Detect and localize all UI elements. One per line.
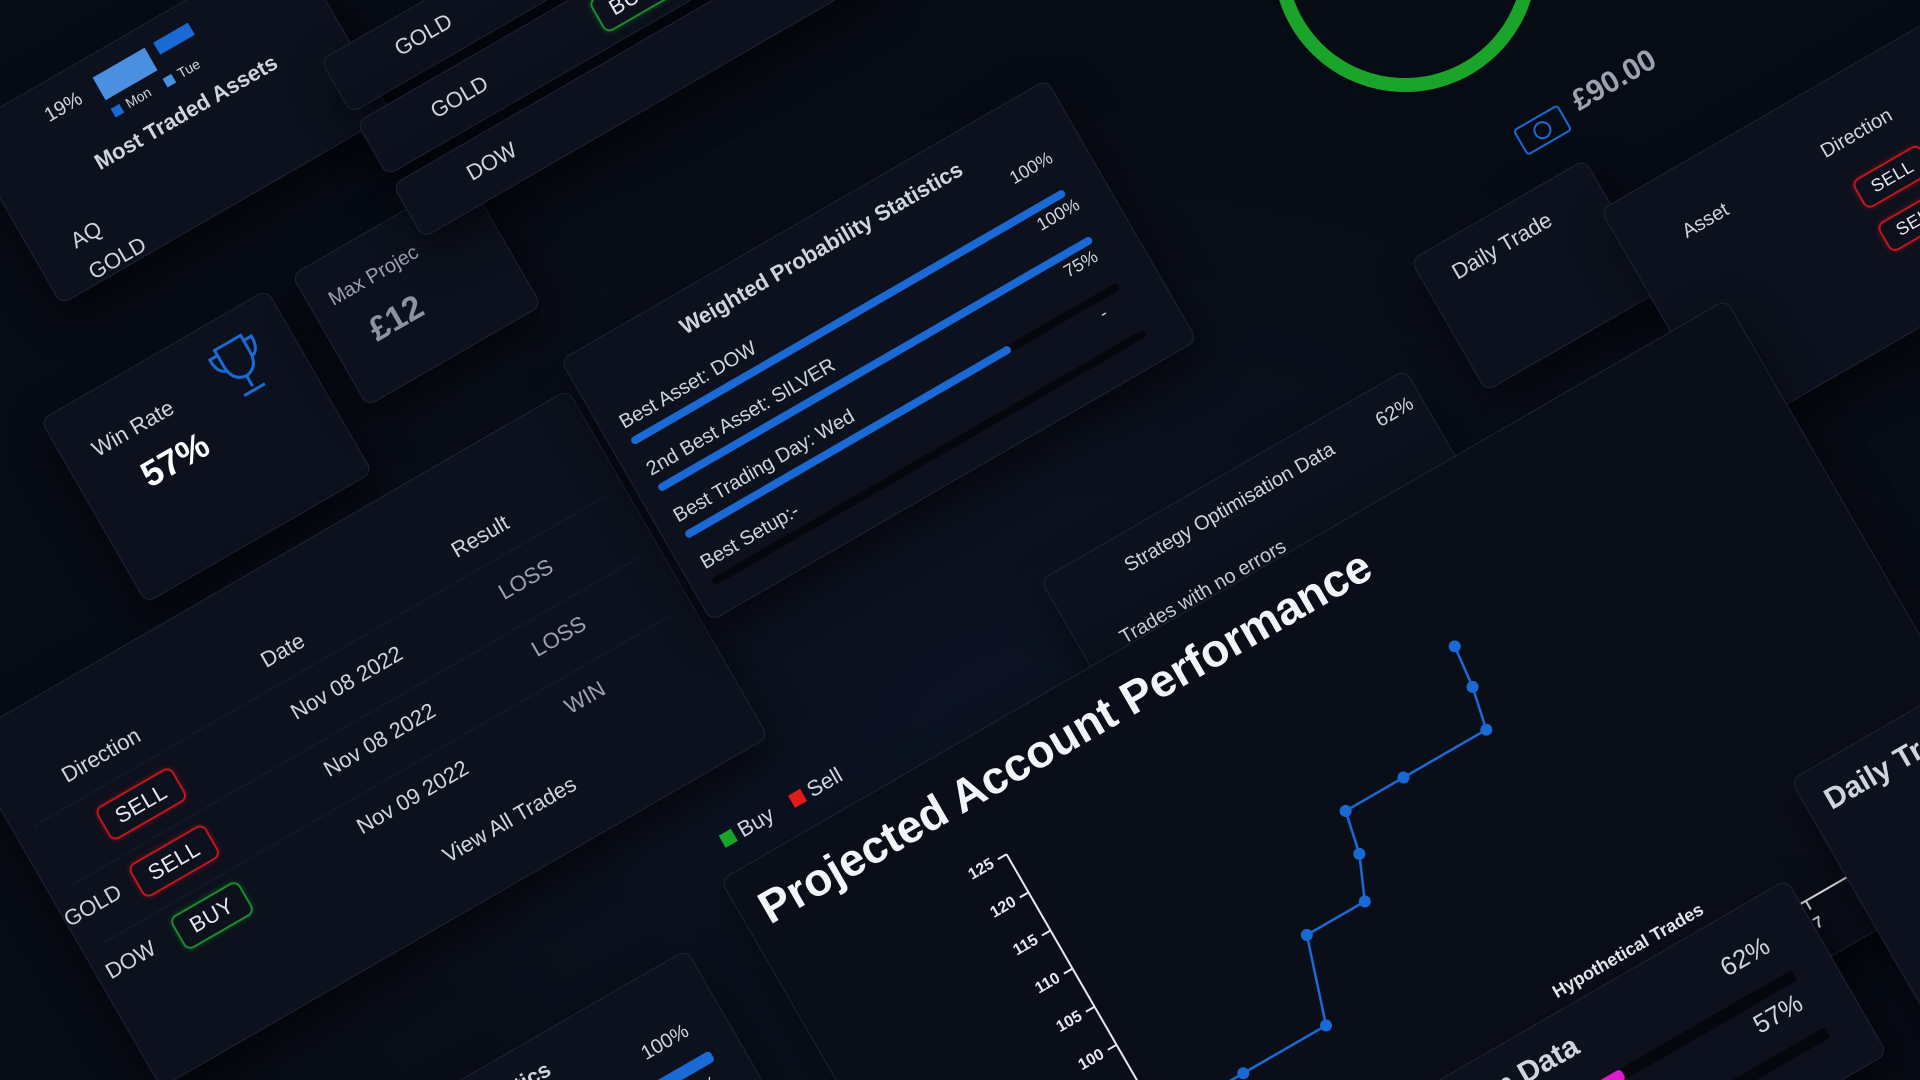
chart-point — [1358, 895, 1371, 908]
trophy-icon — [207, 333, 266, 397]
weighted-bottom-title: Weighted Probability Statistics — [263, 1057, 555, 1080]
most-traded-pct: 19% — [40, 87, 87, 127]
chart-point — [1466, 680, 1479, 693]
trade-result-1: LOSS — [494, 553, 558, 605]
chart-point — [1300, 928, 1313, 941]
y-tick — [997, 853, 1008, 861]
y-tick — [1019, 891, 1030, 899]
balance-value: £90.00 — [1565, 42, 1662, 118]
right-col-direction: Direction — [1816, 104, 1897, 163]
y-tick-label: 120 — [988, 893, 1020, 921]
trade-date-2: Nov 08 2022 — [319, 697, 440, 782]
weighted-pct-1: 100% — [1006, 147, 1056, 188]
trade-date-1: Nov 08 2022 — [286, 640, 407, 725]
top-list-asset-1: GOLD — [389, 8, 457, 61]
y-tick-label: 100 — [1076, 1046, 1108, 1074]
strategy-bottom-pct-1: 62% — [1714, 930, 1775, 983]
legend-mon: Mon — [122, 83, 155, 112]
weighted-bar-fill-4 — [710, 578, 715, 586]
trade-result-3: WIN — [560, 675, 610, 719]
weighted-pct-4: - — [1095, 302, 1111, 324]
y-tick-label: 125 — [966, 855, 998, 883]
col-date: Date — [256, 627, 309, 673]
weighted-title: Weighted Probability Statistics — [675, 156, 967, 340]
chart-legend-buy: Buy — [733, 801, 779, 843]
y-tick-label: 110 — [1032, 970, 1063, 998]
y-tick-label: 115 — [1010, 932, 1041, 960]
legend-mon-swatch — [110, 103, 125, 118]
direction-sell-2[interactable]: SELL — [126, 822, 222, 900]
chart-point — [1353, 847, 1366, 860]
chart-point — [1448, 640, 1461, 653]
chart-legend-sell-swatch — [787, 788, 808, 808]
direction-buy-3[interactable]: BUY — [168, 879, 256, 952]
view-all-trades-link[interactable]: View All Trades — [438, 771, 581, 868]
x-tick — [1804, 900, 1812, 911]
y-tick — [1085, 1005, 1096, 1013]
chart-point — [1237, 1067, 1250, 1080]
money-icon — [1513, 105, 1571, 155]
daily-trade-label: Daily Trade — [1447, 207, 1557, 285]
chart-point — [1339, 804, 1352, 817]
trade-result-2: LOSS — [527, 610, 591, 662]
right-col-asset: Asset — [1678, 198, 1733, 243]
chart-legend-buy-swatch — [718, 828, 738, 848]
chart-y-axis — [1005, 853, 1228, 1080]
weighted-bottom-pct-1: 100% — [637, 1020, 693, 1065]
top-list-asset-2: GOLD — [425, 70, 493, 124]
most-traded-bar-2 — [153, 22, 195, 55]
direction-sell-1[interactable]: SELL — [93, 765, 189, 843]
legend-tue: Tue — [174, 55, 203, 82]
trade-asset-3: DOW — [101, 935, 161, 984]
chart-point — [1320, 1019, 1333, 1032]
y-tick-label: 105 — [1054, 1008, 1086, 1036]
strategy-pct: 62% — [1371, 392, 1418, 432]
max-projected-value: £12 — [362, 287, 431, 349]
chart-point — [1480, 723, 1493, 736]
asset-item-aq: AQ — [66, 215, 107, 254]
y-tick — [1063, 967, 1074, 975]
right-direction-sell-1[interactable]: SELL — [1850, 142, 1920, 211]
legend-tue-swatch — [162, 73, 177, 88]
chart-legend-sell: Sell — [802, 762, 847, 803]
y-tick — [1107, 1043, 1118, 1051]
trade-date-3: Nov 09 2022 — [352, 754, 473, 839]
top-list-asset-3: DOW — [461, 137, 522, 186]
y-tick — [1041, 929, 1052, 937]
chart-point — [1397, 771, 1410, 784]
gauge-ring: 2 — [1279, 0, 1531, 92]
col-direction: Direction — [56, 722, 145, 788]
